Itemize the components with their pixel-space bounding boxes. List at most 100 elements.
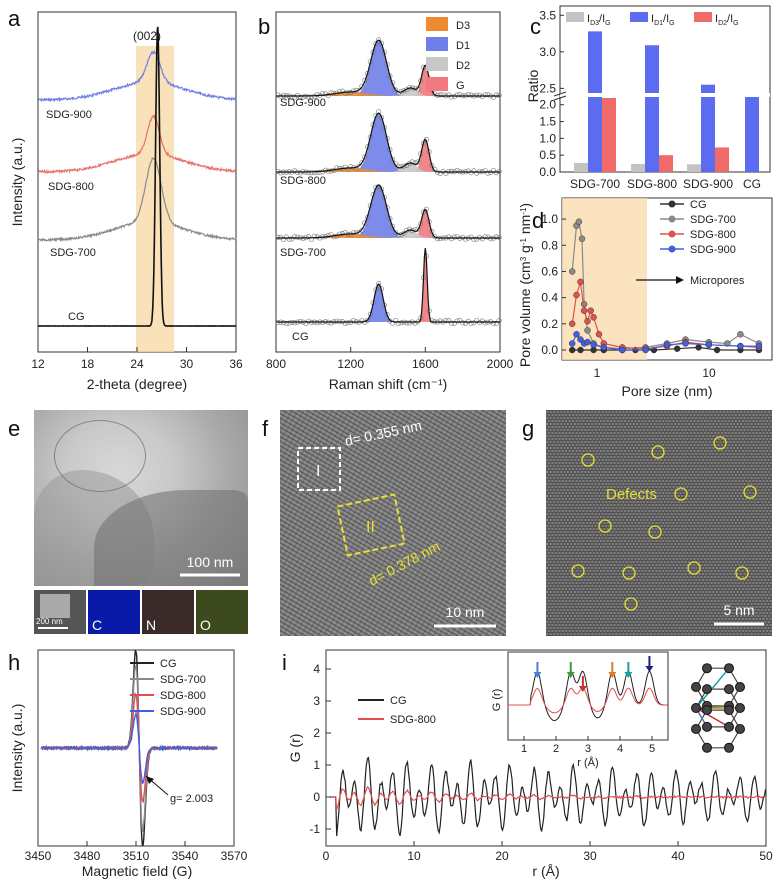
x-tick-label-h: 3480 [74, 849, 101, 863]
panel-c: c 0.0 0.5 1.0 1.5 2.0 2.5 3.0 3.5 Ratio ID3/IG … [525, 5, 771, 191]
raman-data-point [412, 160, 418, 166]
x-tick-d-1: 1 [594, 366, 601, 380]
raman-data-point [395, 232, 401, 238]
legend-label-sdg700-d: SDG-700 [690, 214, 736, 226]
peak-arrowhead [578, 686, 587, 692]
raman-data-point [311, 233, 317, 239]
panel-f: f I d= 0.355 nm II d= 0.378 nm 10 nm [262, 410, 506, 636]
defect-marker [743, 485, 757, 499]
y-tick-label-c: 0.0 [539, 165, 556, 179]
raman-data-point [345, 320, 351, 326]
pore-point [642, 346, 649, 354]
raman-data-point [451, 320, 457, 326]
x-tick-label-a: 30 [180, 357, 194, 371]
defect-marker [622, 566, 636, 580]
pore-point [577, 278, 584, 286]
sample-label-sdg700: SDG-700 [280, 247, 326, 259]
raman-data-point [289, 94, 295, 100]
x-axis-title-b: Raman shift (cm⁻¹) [329, 376, 448, 392]
y-tick-label-i: -1 [309, 822, 320, 836]
x-tick-label-a: 18 [81, 357, 95, 371]
raman-data-point [415, 226, 421, 232]
inset-x-tick-label: 4 [617, 743, 623, 755]
raman-data-point [317, 169, 323, 175]
panel-letter-g: g [522, 416, 534, 441]
curve-label-cg: CG [68, 311, 85, 323]
raman-data-point [286, 320, 292, 326]
raman-data-point [434, 236, 440, 242]
pore-point [580, 307, 588, 314]
raman-data-point [474, 170, 480, 176]
panel-letter-f: f [262, 416, 269, 441]
ratio-bar [631, 163, 645, 172]
raman-data-point [415, 159, 421, 165]
raman-data-point [376, 37, 382, 43]
micropore-arrowhead [676, 276, 684, 284]
raman-data-point [474, 92, 480, 98]
raman-data-point [275, 234, 281, 240]
raman-data-point [485, 234, 491, 240]
legend-swatch-id3 [566, 12, 584, 22]
hrtem-image-g [546, 410, 772, 636]
x-tick-label-h: 3510 [123, 849, 150, 863]
legend-swatch-d2 [426, 57, 448, 71]
legend-label-cg-h: CG [160, 658, 177, 670]
inset-x-tick-label: 1 [521, 743, 527, 755]
raman-data-point [398, 320, 404, 326]
defect-marker [648, 525, 662, 539]
pore-point [569, 268, 576, 275]
raman-data-point [314, 234, 320, 240]
inset-y-axis-title: G (r) [491, 689, 503, 712]
raman-data-point [378, 40, 384, 46]
raman-data-point [306, 94, 312, 100]
inset-x-tick-label: 3 [585, 743, 591, 755]
legend-swatch-id2 [694, 12, 712, 22]
y-tick-label-i: 0 [313, 790, 320, 804]
lattice-atom [735, 703, 745, 713]
y-tick-label-c: 1.0 [539, 131, 556, 145]
raman-data-point [485, 170, 491, 176]
y-tick-label-d: 0.4 [541, 291, 558, 305]
inset-curve-sdg800 [508, 687, 668, 714]
raman-data-point [311, 170, 317, 176]
raman-data-point [409, 159, 415, 165]
sample-label-cg: CG [292, 331, 309, 343]
g-value-label: g= 2.003 [170, 793, 213, 805]
pore-point [674, 345, 681, 352]
sample-label-sdg800: SDG-800 [280, 175, 326, 187]
x-axis-title-i: r (Å) [532, 863, 559, 879]
raman-data-point [314, 170, 320, 176]
x-tick-label-h: 3450 [25, 849, 52, 863]
y-axis-title-h: Intensity (a.u.) [9, 704, 25, 793]
panel-letter-a: a [8, 6, 21, 31]
pore-point [737, 342, 744, 350]
raman-data-point [373, 184, 379, 190]
raman-data-point [278, 170, 284, 176]
pore-y-ticks: 0.0 0.2 0.4 0.6 0.8 1.0 [541, 212, 566, 357]
raman-data-point [328, 90, 334, 96]
raman-band-g [276, 248, 500, 322]
peak-arrowhead [566, 672, 575, 678]
raman-data-point [448, 320, 454, 326]
raman-stack-sdg900 [275, 37, 502, 100]
legend-swatch-d1 [426, 37, 448, 51]
raman-data-point [479, 236, 485, 242]
raman-data-point [392, 318, 398, 324]
raman-data-point [342, 230, 348, 236]
x-axis-title-d: Pore size (nm) [621, 383, 712, 399]
pore-point [569, 340, 576, 347]
raman-data-point [404, 320, 410, 326]
category-sdg800: SDG-800 [627, 177, 677, 191]
raman-data-point [334, 318, 340, 324]
lattice-atom [724, 742, 734, 753]
raman-data-point [454, 92, 460, 98]
legend-b: D3 D1 D2 G [426, 17, 470, 92]
raman-data-point [342, 320, 348, 326]
lattice-atom [735, 682, 745, 692]
raman-data-point [482, 320, 488, 326]
ratio-bar [715, 147, 729, 172]
g-value-arrowhead [146, 776, 154, 784]
inset-pdf-curves [508, 670, 668, 722]
legend-label-d3: D3 [456, 20, 470, 32]
raman-fit-line [276, 112, 500, 173]
